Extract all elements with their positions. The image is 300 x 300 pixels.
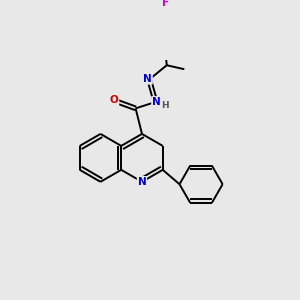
Text: H: H [161,101,169,110]
Text: N: N [143,74,152,84]
Text: N: N [152,97,161,107]
Text: N: N [138,177,146,187]
Text: F: F [162,0,169,8]
Text: O: O [110,95,118,105]
